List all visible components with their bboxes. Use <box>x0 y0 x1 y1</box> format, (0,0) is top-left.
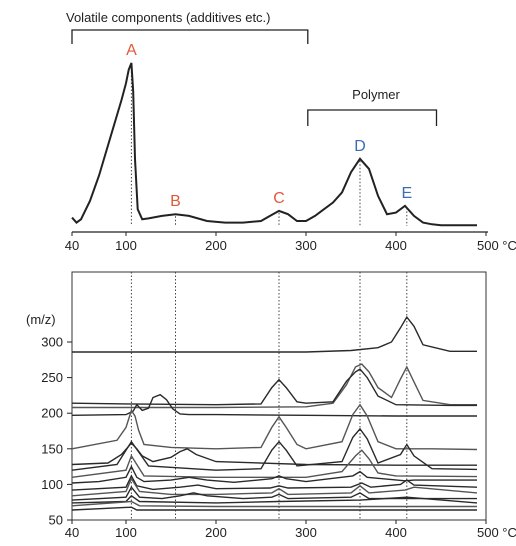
series-line-3 <box>71 368 477 407</box>
bracket-label-volatile: Volatile components (additives etc.) <box>66 10 271 25</box>
peak-label-a: A <box>126 42 137 59</box>
y-tick-label: 100 <box>41 477 63 492</box>
peak-label-e: E <box>401 185 412 202</box>
x-tick-label-bottom: 500 °C <box>477 525 516 540</box>
y-tick-label: 150 <box>41 441 63 456</box>
x-tick-label-top: 300 <box>295 238 317 253</box>
series-line-9 <box>71 465 477 484</box>
series-line-1 <box>72 315 477 353</box>
series-line-top <box>71 62 477 227</box>
series-line-2 <box>72 363 477 409</box>
x-tick-label-top: 500 °C <box>477 238 516 253</box>
x-tick-label-top: 40 <box>65 238 79 253</box>
series-line-12 <box>71 485 477 501</box>
x-tick-label-top: 400 <box>385 238 407 253</box>
series-line-8 <box>71 449 478 478</box>
ion-chromatograms-chart: (m/z) 50 100 150 200 250 300 40 100 200 300 400 50… <box>26 271 516 540</box>
total-ion-chart: Volatile components (additives etc.) Pol… <box>65 10 516 253</box>
peak-label-b: B <box>170 193 181 210</box>
y-tick-label: 250 <box>41 370 63 385</box>
series-line-7 <box>71 427 478 471</box>
series-line-5 <box>71 403 478 451</box>
series-line-10 <box>71 474 478 491</box>
x-tick-label-bottom: 40 <box>65 525 79 540</box>
series-line-11 <box>71 477 478 497</box>
series-line-15 <box>71 506 477 511</box>
x-tick-label-bottom: 400 <box>385 525 407 540</box>
series-line-14 <box>71 500 477 508</box>
bracket-label-polymer: Polymer <box>352 87 400 102</box>
x-tick-label-top: 100 <box>115 238 137 253</box>
x-tick-label-bottom: 300 <box>295 525 317 540</box>
y-tick-label: 200 <box>41 406 63 421</box>
x-tick-label-bottom: 100 <box>115 525 137 540</box>
y-axis-label: (m/z) <box>26 312 56 327</box>
y-tick-label: 50 <box>49 513 63 528</box>
x-tick-label-top: 200 <box>205 238 227 253</box>
series-line-13 <box>71 494 478 504</box>
series-line-6 <box>71 442 477 466</box>
bracket-polymer <box>307 109 438 126</box>
bracket-volatile <box>71 29 309 44</box>
x-tick-label-bottom: 200 <box>205 525 227 540</box>
peak-label-d: D <box>354 138 366 155</box>
y-tick-label: 300 <box>41 335 63 350</box>
series-line-4 <box>71 393 477 417</box>
peak-label-c: C <box>273 190 285 207</box>
